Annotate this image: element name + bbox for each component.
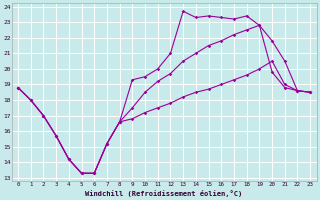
X-axis label: Windchill (Refroidissement éolien,°C): Windchill (Refroidissement éolien,°C) xyxy=(85,190,243,197)
